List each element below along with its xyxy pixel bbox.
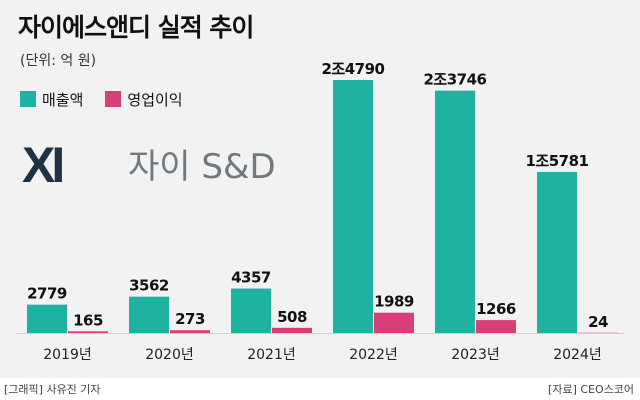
x-tick-label-0: 2019년	[43, 347, 92, 363]
company-logo: XI 자이 S&D	[22, 140, 276, 186]
operating-profit-label-2: 508	[277, 308, 307, 326]
revenue-label-1: 3562	[129, 277, 169, 295]
x-tick-label-5: 2024년	[553, 347, 602, 363]
operating-profit-label-0: 165	[73, 311, 103, 329]
logo-text: 자이 S&D	[128, 147, 276, 186]
operating-profit-bar-4	[476, 320, 516, 333]
operating-profit-label-5: 24	[588, 313, 608, 331]
revenue-bar-5	[537, 171, 577, 333]
operating-profit-bar-1	[170, 330, 210, 333]
x-tick-label-3: 2022년	[349, 347, 398, 363]
operating-profit-bar-2	[272, 327, 312, 333]
revenue-bar-2	[231, 288, 271, 333]
source-text: [자료] CEO스코어	[548, 383, 634, 396]
footer: [그래픽] 사유진 기자 [자료] CEO스코어	[0, 378, 640, 400]
x-tick-label-2: 2021년	[247, 347, 296, 363]
revenue-bar-4	[435, 90, 475, 333]
legend-swatch-revenue	[20, 91, 36, 107]
credit-text: [그래픽] 사유진 기자	[4, 383, 101, 396]
revenue-bar-0	[27, 304, 67, 333]
chart-card: 자이에스앤디 실적 추이 (단위: 억 원) 매출액 영업이익 XI 자이 S&…	[0, 0, 640, 378]
revenue-label-0: 2779	[27, 285, 67, 303]
operating-profit-label-3: 1989	[374, 293, 414, 311]
operating-profit-bar-0	[68, 331, 108, 333]
logo-mark: XI	[22, 140, 62, 186]
revenue-bar-1	[129, 296, 169, 333]
operating-profit-label-4: 1266	[476, 300, 516, 318]
legend-label-operating-profit: 영업이익	[127, 90, 183, 109]
legend-label-revenue: 매출액	[42, 90, 84, 109]
revenue-label-2: 4357	[231, 269, 271, 287]
revenue-label-3: 2조4790	[322, 60, 385, 78]
legend-item-revenue: 매출액	[20, 89, 83, 110]
revenue-label-4: 2조3746	[424, 71, 487, 89]
legend: 매출액 영업이익	[20, 88, 205, 110]
x-tick-label-1: 2020년	[145, 347, 194, 363]
operating-profit-bar-3	[374, 312, 414, 333]
bar-chart: 2779 165 2019년 3562 273 2020년 4357 508 2021년 2조47…	[16, 60, 624, 363]
operating-profit-label-1: 273	[175, 310, 205, 328]
revenue-bar-3	[333, 80, 373, 333]
chart-title: 자이에스앤디 실적 추이	[18, 13, 254, 42]
x-tick-label-4: 2023년	[451, 347, 500, 363]
unit-label: (단위: 억 원)	[20, 53, 97, 69]
legend-item-operating-profit: 영업이익	[105, 89, 183, 110]
legend-swatch-operating-profit	[105, 91, 122, 107]
revenue-label-5: 1조5781	[526, 152, 589, 170]
